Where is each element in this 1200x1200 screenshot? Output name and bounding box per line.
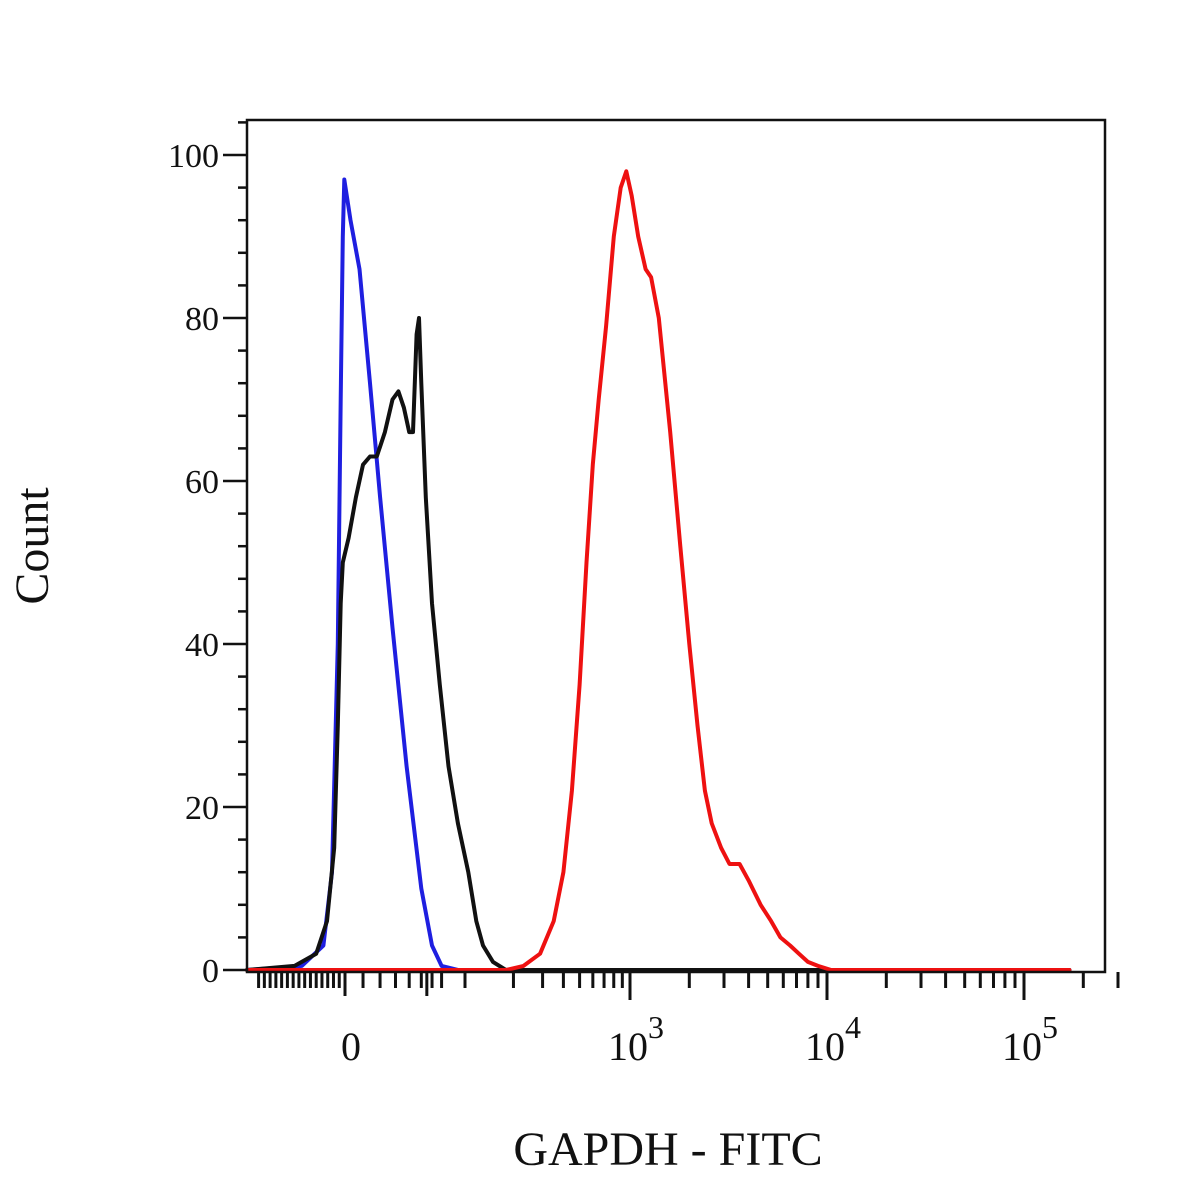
y-tick-label: 0 (202, 953, 219, 990)
y-axis-title: Count (6, 487, 59, 605)
y-tick-label: 60 (185, 464, 219, 501)
y-tick-label: 20 (185, 790, 219, 827)
y-tick-label: 80 (185, 301, 219, 338)
histogram-series-line-3 (245, 169, 1072, 972)
plot-frame (245, 118, 1107, 974)
x-tick-label: 104 (805, 1009, 861, 1069)
x-axis-title: GAPDH - FITC (513, 1123, 822, 1176)
series-layer (245, 169, 1072, 972)
x-tick-label: 103 (608, 1009, 664, 1069)
histogram-series-line-2 (245, 316, 1072, 972)
histogram-series-line-1 (245, 177, 1072, 972)
y-axis: 0 20 40 60 80 100 (168, 121, 247, 990)
x-tick-label: 0 (341, 1024, 361, 1069)
y-tick-label: 100 (168, 138, 219, 175)
y-tick-label: 40 (185, 627, 219, 664)
x-axis: 0 103 104 105 (257, 972, 1120, 1069)
x-tick-label: 105 (1002, 1009, 1058, 1069)
